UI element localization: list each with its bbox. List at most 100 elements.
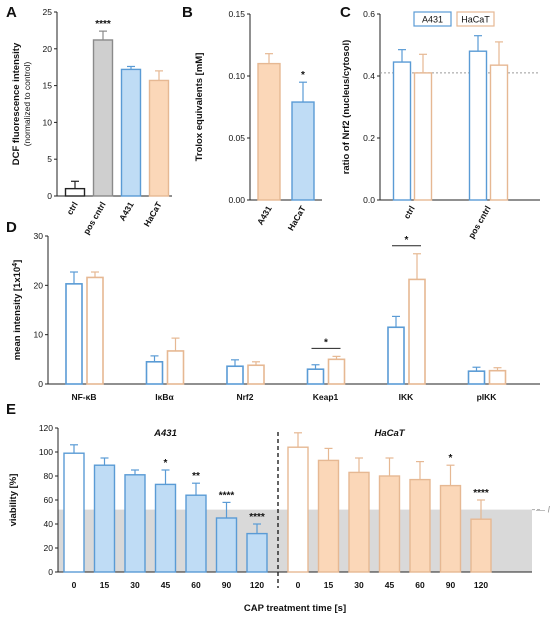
panel-e-bar: [63, 452, 85, 573]
panel-e-xlabel: CAP treatment time [s]: [244, 603, 346, 614]
panel-a-ylabel-sub: (normalized to control): [22, 62, 32, 147]
panel-e-bar: [439, 484, 462, 573]
panel-d-cat-label: Keap1: [313, 392, 339, 402]
panel-a-y-tick-label: 15: [43, 81, 53, 91]
panel-a-cat-label: pos cntrl: [81, 200, 108, 236]
panel-e-group-title: HaCaT: [374, 428, 405, 439]
panel-e-y-tick-label: 80: [44, 471, 54, 481]
panel-c-y-tick-label: 0.2: [363, 133, 375, 143]
panel-e-y-tick-label: 120: [39, 423, 53, 433]
panel-a-cat-label: HaCaT: [142, 199, 165, 228]
panel-c-bar: [489, 64, 509, 201]
panel-c-y-tick-label: 0.4: [363, 71, 375, 81]
panel-e-y-tick-label: 40: [44, 519, 54, 529]
panel-e-sig: ****: [473, 488, 489, 499]
panel-label-e: E: [6, 401, 16, 418]
panel-a-bar: [120, 68, 142, 197]
panel-a-y-tick-label: 10: [43, 117, 53, 127]
panel-c-y-tick-label: 0.0: [363, 195, 375, 205]
panel-e-cat-label: 90: [446, 580, 456, 590]
panel-e-bar: [154, 483, 177, 573]
panel-b-ylabel: Trolox equivalents [mM]: [194, 53, 205, 162]
panel-e-bar: [348, 471, 370, 573]
panel-a-y-tick-label: 0: [47, 191, 52, 201]
panel-label-a: A: [6, 4, 17, 21]
panel-e-cat-label: 90: [222, 580, 232, 590]
panel-a-ylabel: DCF fluorescence intensity: [11, 42, 22, 165]
panel-d-bar: [488, 369, 507, 385]
panel-c-legend-box: [413, 11, 452, 27]
panel-a-bar: [92, 39, 114, 197]
panel-a-y-tick-label: 20: [43, 44, 53, 54]
panel-e-cat-label: 15: [100, 580, 110, 590]
panel-b-bar: [291, 101, 315, 201]
panel-c-bar: [392, 61, 412, 201]
panel-d-sig: *: [324, 337, 328, 348]
panel-e-y-tick-label: 100: [39, 447, 53, 457]
panel-e-bar: [470, 518, 492, 573]
panel-e-bar: [93, 464, 116, 573]
panel-b-y-tick-label: 0.00: [228, 195, 245, 205]
panel-e-sig: *: [449, 453, 453, 464]
panel-d-y-tick-label: 0: [38, 379, 43, 389]
panel-e-cat-label: 30: [354, 580, 364, 590]
panel-c-y-tick-label: 0.6: [363, 9, 375, 19]
panel-c-bar: [413, 72, 433, 201]
panel-e-cat-label: 30: [130, 580, 140, 590]
panel-d-y-tick-label: 30: [34, 231, 44, 241]
panel-a-cat-label: A431: [117, 200, 136, 223]
panel-e-y-tick-label: 60: [44, 495, 54, 505]
panel-e-cat-label: 60: [415, 580, 425, 590]
panel-e-ylabel: viability [%]: [8, 474, 19, 527]
panel-e-cat-label: 120: [474, 580, 488, 590]
panel-c-legend-label: A431: [422, 15, 443, 25]
panel-d-bar: [408, 278, 426, 385]
panel-d-bar: [166, 350, 185, 385]
panel-d-bar: [226, 365, 244, 385]
panel-d-bar: [467, 370, 486, 385]
panel-c-legend-box: [456, 11, 495, 27]
panel-e-y-tick-label: 20: [44, 543, 54, 553]
panel-b-sig: *: [301, 70, 305, 81]
panel-e-y-tick-label: 0: [48, 567, 53, 577]
panel-d-cat-label: IKK: [399, 392, 415, 402]
panel-d-bar: [145, 360, 164, 385]
panel-d-bar: [387, 326, 405, 385]
panel-d-cat-label: NF-κB: [71, 392, 96, 402]
panel-c-bar: [468, 50, 488, 201]
panel-e-bar: [378, 475, 401, 573]
panel-a-bar: [64, 187, 86, 197]
panel-label-b: B: [182, 4, 193, 21]
panel-e-cat-label: 60: [191, 580, 201, 590]
panel-a-y-tick-label: 5: [47, 154, 52, 164]
panel-d-bar: [247, 364, 265, 385]
panel-d-bar: [86, 276, 104, 385]
panel-d-bar: [306, 368, 325, 385]
panel-b-y-tick-label: 0.15: [228, 9, 245, 19]
panel-d-y-tick-label: 10: [34, 330, 44, 340]
panel-label-d: D: [6, 219, 17, 236]
panel-e-cat-label: 0: [72, 580, 77, 590]
panel-d-cat-label: IκBα: [155, 392, 174, 402]
panel-d-sig: *: [405, 235, 409, 246]
panel-c-legend-label: HaCaT: [461, 15, 490, 25]
panel-c-ylabel: ratio of Nrf2 (nucleus/cytosol): [341, 40, 352, 175]
panel-a-bar: [148, 79, 170, 197]
panel-a-sig: ****: [95, 19, 111, 30]
panel-e-cat-label: 120: [250, 580, 264, 590]
panel-d-cat-label: pIKK: [477, 392, 498, 402]
panel-a-cat-label: ctrl: [64, 200, 79, 216]
panel-d-cat-label: Nrf2: [236, 392, 253, 402]
panel-e-sig: ****: [249, 512, 265, 523]
panel-e-sig: *: [164, 458, 168, 469]
panel-e-bar: [287, 446, 309, 573]
panel-d-ylabel: mean intensity [1x104]: [12, 260, 24, 361]
panel-b-cat-label: HaCaT: [286, 203, 309, 232]
panel-b-bar: [257, 62, 281, 201]
panel-e-cat-label: 0: [296, 580, 301, 590]
panel-a-y-tick-label: 25: [43, 7, 53, 17]
panel-c-cat-label: pos cntrl: [466, 204, 493, 240]
panel-c-cat-label: ctrl: [401, 204, 416, 220]
panel-label-c: C: [340, 4, 351, 21]
